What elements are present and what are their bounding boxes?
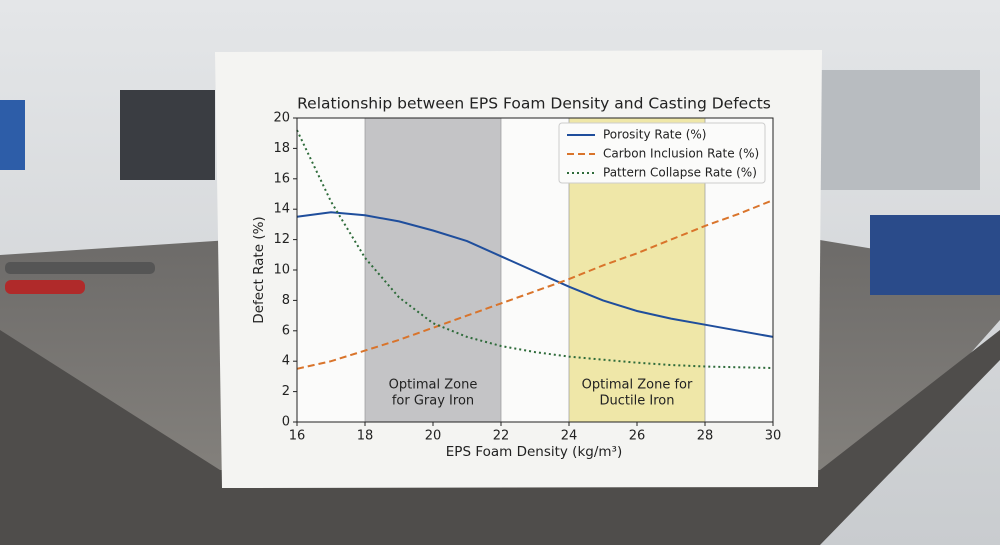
series-line bbox=[296, 129, 774, 369]
y-tick-label: 4 bbox=[282, 354, 290, 369]
plot-frame bbox=[296, 117, 774, 423]
zone-label: Optimal Zone bbox=[389, 378, 478, 393]
y-tick-label: 2 bbox=[282, 384, 290, 399]
y-tick-label: 18 bbox=[273, 141, 290, 156]
y-tick-label: 14 bbox=[273, 202, 290, 217]
legend-label: Pattern Collapse Rate (%) bbox=[603, 166, 757, 180]
vise bbox=[870, 215, 1000, 295]
chart-title: Relationship between EPS Foam Density an… bbox=[297, 95, 771, 113]
x-tick-label: 20 bbox=[425, 429, 442, 444]
zone-label: Ductile Iron bbox=[600, 394, 675, 409]
legend-label: Carbon Inclusion Rate (%) bbox=[603, 147, 759, 161]
x-tick-label: 24 bbox=[561, 429, 578, 444]
table-edge bbox=[0, 330, 1000, 545]
legend-box bbox=[558, 122, 766, 184]
y-tick-label: 16 bbox=[273, 171, 290, 186]
legend-label: Porosity Rate (%) bbox=[603, 128, 706, 142]
x-tick-label: 22 bbox=[493, 429, 510, 444]
tool bbox=[5, 280, 85, 294]
y-tick-label: 12 bbox=[273, 232, 290, 247]
x-tick-label: 18 bbox=[357, 429, 374, 444]
zone bbox=[364, 117, 502, 423]
y-tick-label: 6 bbox=[282, 323, 290, 338]
y-tick-label: 8 bbox=[282, 293, 290, 308]
zone-label: Optimal Zone for bbox=[582, 378, 693, 393]
x-tick-label: 28 bbox=[697, 429, 714, 444]
series-line bbox=[296, 211, 774, 338]
machine bbox=[820, 70, 980, 190]
x-tick-label: 30 bbox=[765, 429, 782, 444]
zone-label: for Gray Iron bbox=[392, 394, 474, 409]
y-tick-label: 20 bbox=[273, 111, 290, 126]
series-line bbox=[296, 199, 774, 370]
machine bbox=[120, 90, 215, 180]
chart: Relationship between EPS Foam Density an… bbox=[251, 95, 781, 461]
y-tick-label: 10 bbox=[273, 263, 290, 278]
machine bbox=[0, 100, 25, 170]
x-axis-label: EPS Foam Density (kg/m³) bbox=[446, 444, 622, 460]
y-tick-label: 0 bbox=[282, 415, 290, 430]
x-tick-label: 26 bbox=[629, 429, 646, 444]
x-tick-label: 16 bbox=[289, 429, 306, 444]
y-axis-label: Defect Rate (%) bbox=[251, 216, 267, 323]
tool bbox=[5, 262, 155, 274]
